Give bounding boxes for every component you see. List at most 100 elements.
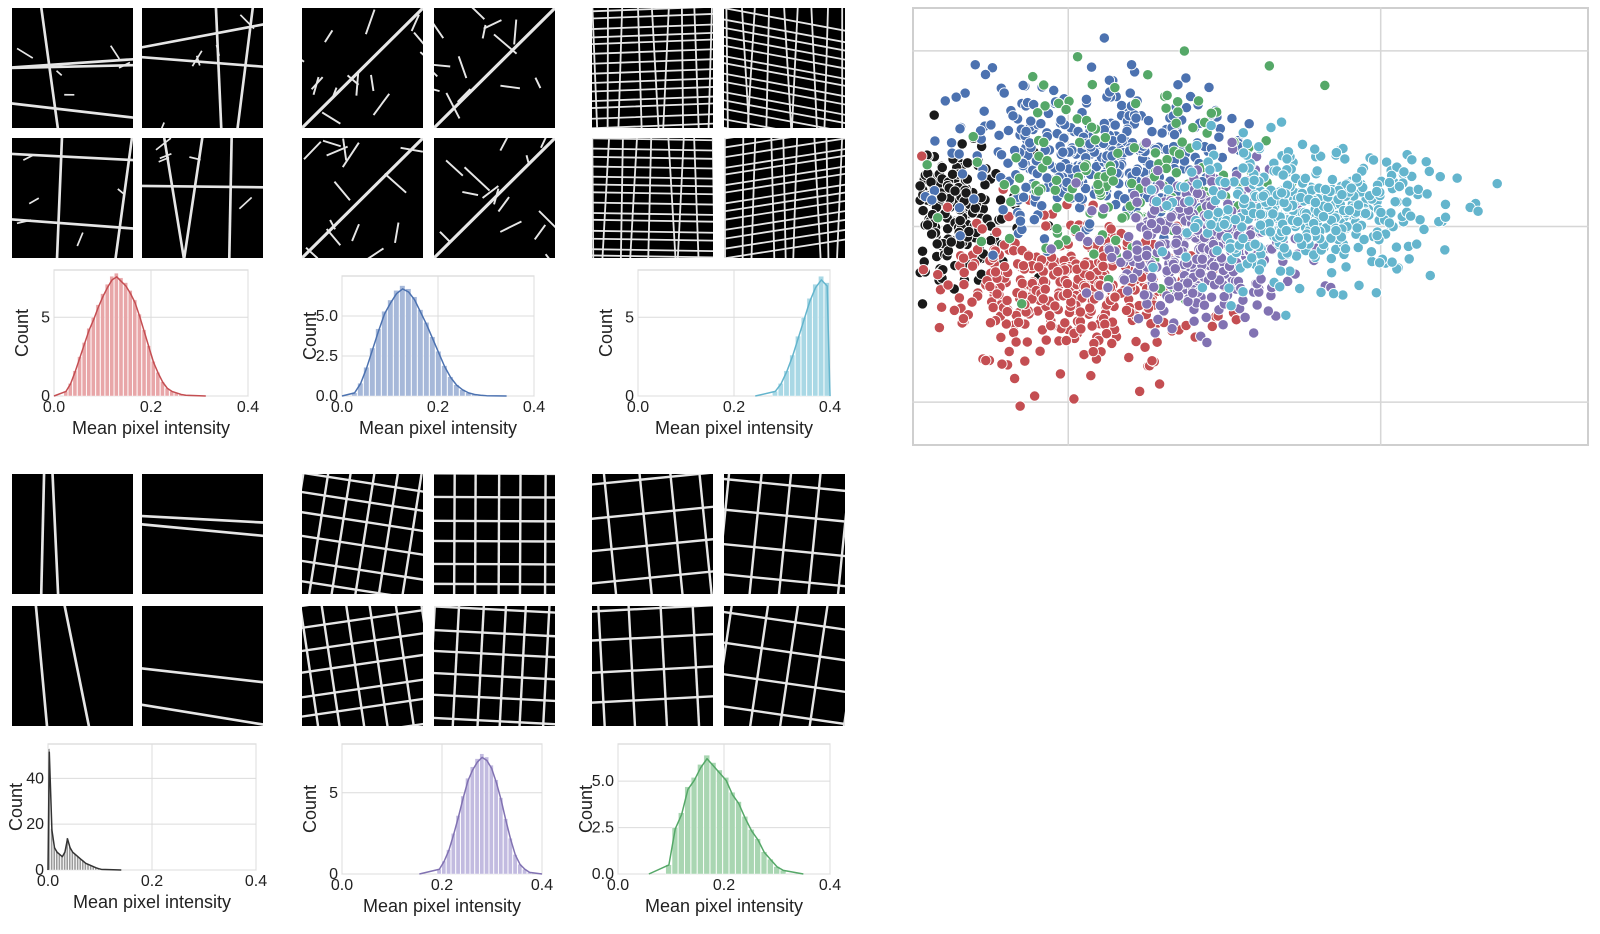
- histogram-bar: [66, 837, 69, 871]
- scatter-point: [1078, 259, 1091, 271]
- scatter-point: [1123, 230, 1135, 243]
- density-curve: [755, 279, 831, 397]
- scatter-point: [1007, 110, 1019, 122]
- scatter-point: [956, 138, 968, 150]
- scatter-point: [1253, 141, 1265, 153]
- scatter-point: [1138, 289, 1150, 301]
- scatter-point: [1019, 355, 1031, 367]
- scatter-point: [1299, 172, 1312, 185]
- scatter-point: [1121, 249, 1133, 261]
- x-tick-label: 0.4: [819, 399, 841, 416]
- scatter-point: [1055, 114, 1067, 126]
- scatter-point: [1383, 176, 1396, 189]
- x-tick-label: 0.0: [331, 399, 353, 416]
- scatter-point: [975, 235, 988, 248]
- scatter-point: [1180, 251, 1192, 263]
- scatter-point: [1105, 223, 1117, 235]
- x-tick-label: 0.0: [37, 873, 59, 890]
- scatter-point: [1074, 306, 1087, 318]
- road-map-tile: [434, 8, 555, 128]
- scatter-point: [1148, 281, 1160, 293]
- histogram-bar: [375, 328, 382, 397]
- scatter-point: [1170, 224, 1183, 236]
- scatter-point: [1140, 137, 1152, 149]
- scatter-point: [1337, 289, 1349, 301]
- road-map-tile: [724, 474, 845, 594]
- x-tick-label: 0.2: [713, 877, 735, 894]
- scatter-point: [949, 185, 961, 197]
- scatter-point: [1311, 165, 1323, 177]
- scatter-point: [1001, 294, 1013, 307]
- scatter-point: [1172, 96, 1184, 108]
- scatter-point: [974, 125, 987, 137]
- scatter-point: [993, 129, 1005, 141]
- scatter-point: [1142, 229, 1154, 241]
- y-tick-label: 0: [41, 388, 50, 405]
- scatter-point: [1292, 232, 1305, 244]
- histogram-bar: [474, 758, 480, 875]
- histogram-blue: 0.0 0.2 0.4 0.0 2.5 5.0 Mean pixel intensity Co…: [302, 268, 550, 440]
- scatter-point: [1393, 180, 1406, 193]
- scatter-point: [1039, 100, 1051, 112]
- scatter-point: [1124, 87, 1136, 99]
- scatter-point: [1156, 246, 1168, 258]
- scatter-point: [1109, 119, 1121, 131]
- y-tick-label: 5.0: [316, 308, 338, 325]
- scatter-point: [1033, 261, 1045, 273]
- scatter-point: [1163, 275, 1175, 287]
- scatter-point: [1353, 279, 1365, 292]
- road-map-tile: [302, 138, 423, 258]
- scatter-point: [1086, 320, 1098, 332]
- scatter-point: [1371, 229, 1383, 242]
- road-map-tile: [724, 138, 845, 258]
- road-map-tile: [434, 138, 555, 258]
- x-tick-label: 0.2: [141, 873, 163, 890]
- scatter-point: [1327, 288, 1340, 300]
- histogram-bar: [95, 304, 101, 397]
- scatter-point: [1130, 335, 1142, 348]
- scatter-point: [1106, 251, 1118, 264]
- scatter-point: [1105, 165, 1118, 178]
- scatter-point: [1140, 249, 1153, 262]
- scatter-point: [1390, 241, 1403, 253]
- y-tick-label: 0.0: [316, 388, 338, 405]
- scatter-point: [926, 194, 938, 206]
- scatter-point: [1131, 196, 1143, 208]
- scatter-point: [991, 288, 1003, 300]
- scatter-point: [953, 292, 966, 304]
- histogram-green: 0.0 0.2 0.4 0.0 2.5 5.0 Mean pixel intensity Co…: [578, 736, 846, 918]
- scatter-point: [1265, 121, 1277, 134]
- histogram-bar: [393, 290, 400, 397]
- scatter-point: [1213, 131, 1225, 143]
- histogram-bar: [411, 296, 418, 397]
- scatter-point: [1222, 204, 1234, 216]
- scatter-point: [1054, 368, 1067, 380]
- histogram-bar: [684, 786, 691, 875]
- scatter-point: [1246, 252, 1258, 264]
- histogram-bar: [795, 335, 801, 397]
- histogram-bar: [812, 283, 819, 397]
- scatter-point: [1262, 305, 1274, 317]
- scatter-point: [1107, 175, 1119, 187]
- scatter-point: [1162, 183, 1175, 196]
- scatter-point: [1203, 81, 1215, 94]
- scatter-point: [1106, 337, 1118, 350]
- scatter-point: [1109, 82, 1121, 94]
- scatter-point: [1172, 79, 1184, 91]
- scatter-point: [1424, 269, 1436, 282]
- scatter-point: [1038, 79, 1050, 91]
- scatter-point: [1051, 222, 1063, 235]
- scatter-point: [1249, 238, 1261, 250]
- histogram-bar: [128, 290, 133, 397]
- scatter-point: [1152, 313, 1164, 326]
- histogram-bar: [470, 766, 475, 875]
- scatter-point: [1204, 164, 1216, 176]
- scatter-point: [1218, 218, 1230, 230]
- scatter-point: [995, 149, 1008, 161]
- scatter-point: [969, 59, 981, 71]
- scatter-point: [1317, 211, 1330, 223]
- scatter-point: [1339, 153, 1351, 165]
- scatter-point: [1237, 232, 1249, 245]
- scatter-point: [1200, 311, 1212, 324]
- scatter-point: [1212, 206, 1224, 219]
